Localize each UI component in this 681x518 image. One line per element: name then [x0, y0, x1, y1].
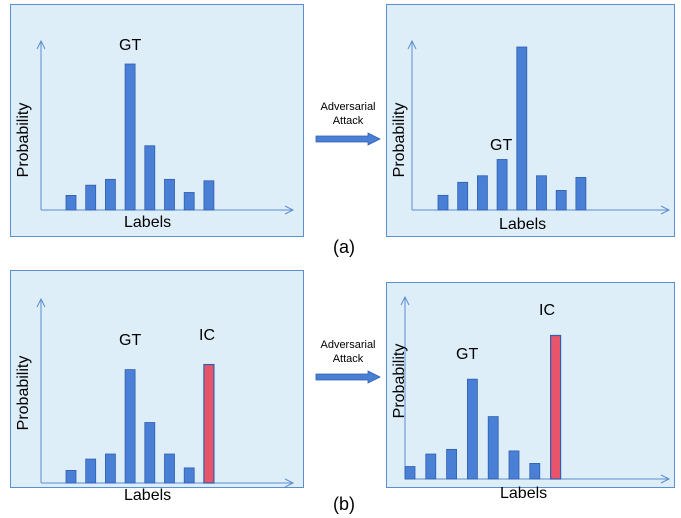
ic-label: IC: [539, 302, 555, 319]
bar: [85, 184, 97, 211]
x-axis-arrowhead: [284, 205, 295, 215]
y-axis-label: Probability: [15, 355, 32, 431]
chart-b-before: [36, 297, 295, 488]
x-axis-label: Labels: [124, 214, 172, 231]
panel-b-after: Probability Labels GT IC: [386, 282, 675, 502]
chart-b-after: [400, 295, 671, 484]
bar: [65, 194, 77, 211]
bar: [183, 467, 195, 484]
panel-a-before: Probability Labels GT: [10, 4, 304, 237]
bar: [105, 453, 116, 484]
y-axis-arrowhead: [36, 297, 46, 308]
bar: [164, 178, 175, 211]
x-axis-label: Labels: [500, 485, 548, 502]
y-axis-arrowhead: [400, 295, 410, 306]
gt-label: GT: [119, 37, 142, 54]
bar: [85, 458, 97, 484]
bar-ic: [550, 334, 562, 480]
bar: [105, 178, 116, 211]
x-axis-arrowhead: [660, 474, 671, 484]
attack-line1: Adversarial: [320, 101, 376, 113]
caption-a: (a): [333, 237, 355, 257]
attack-line2: Attack: [332, 115, 364, 127]
bar: [508, 450, 520, 480]
bar: [457, 181, 469, 211]
gt-label: GT: [456, 346, 479, 363]
bar: [144, 145, 156, 211]
bar: [404, 466, 416, 480]
caption-b: (b): [333, 494, 355, 514]
bar: [437, 194, 449, 211]
bar-gt: [496, 159, 508, 211]
y-axis-label: Probability: [15, 102, 32, 178]
gt-label: GT: [119, 332, 142, 349]
bar: [203, 180, 215, 211]
right-arrow-icon: [315, 370, 381, 384]
bar: [183, 192, 195, 211]
chart-a-after: [407, 39, 671, 215]
bar: [536, 175, 547, 211]
y-axis-arrowhead: [407, 39, 417, 50]
attack-line2: Attack: [332, 353, 364, 365]
bar: [446, 448, 457, 480]
gt-label: GT: [490, 137, 513, 154]
attack-arrow-a: Adversarial Attack: [300, 100, 396, 146]
ic-label: IC: [199, 327, 215, 344]
attack-line1: Adversarial: [320, 339, 376, 351]
bar: [487, 416, 499, 480]
chart-a-before: [36, 39, 295, 215]
x-axis-label: Labels: [124, 487, 172, 504]
panel-a-after: Probability Labels GT: [386, 4, 675, 237]
bar: [164, 453, 175, 484]
bar-gt: [467, 378, 478, 480]
x-axis-arrowhead: [660, 205, 671, 215]
x-axis-label: Labels: [499, 216, 547, 233]
y-axis-arrowhead: [36, 39, 46, 50]
bar: [516, 46, 528, 211]
right-arrow-icon: [315, 132, 381, 146]
bar-ic: [203, 363, 215, 484]
y-axis-label: Probability: [391, 102, 408, 178]
attack-arrow-b: Adversarial Attack: [300, 338, 396, 384]
bar: [65, 469, 77, 484]
bar-gt: [124, 369, 136, 484]
x-axis-arrowhead: [284, 478, 295, 488]
bar-gt: [124, 63, 136, 211]
bar: [425, 453, 437, 480]
bar: [529, 462, 541, 480]
bar: [555, 190, 567, 211]
panel-b-before: Probability Labels GT IC: [10, 270, 304, 504]
bar: [575, 176, 587, 211]
bar: [477, 175, 488, 211]
bar: [144, 422, 156, 484]
y-axis-label: Probability: [391, 343, 408, 419]
